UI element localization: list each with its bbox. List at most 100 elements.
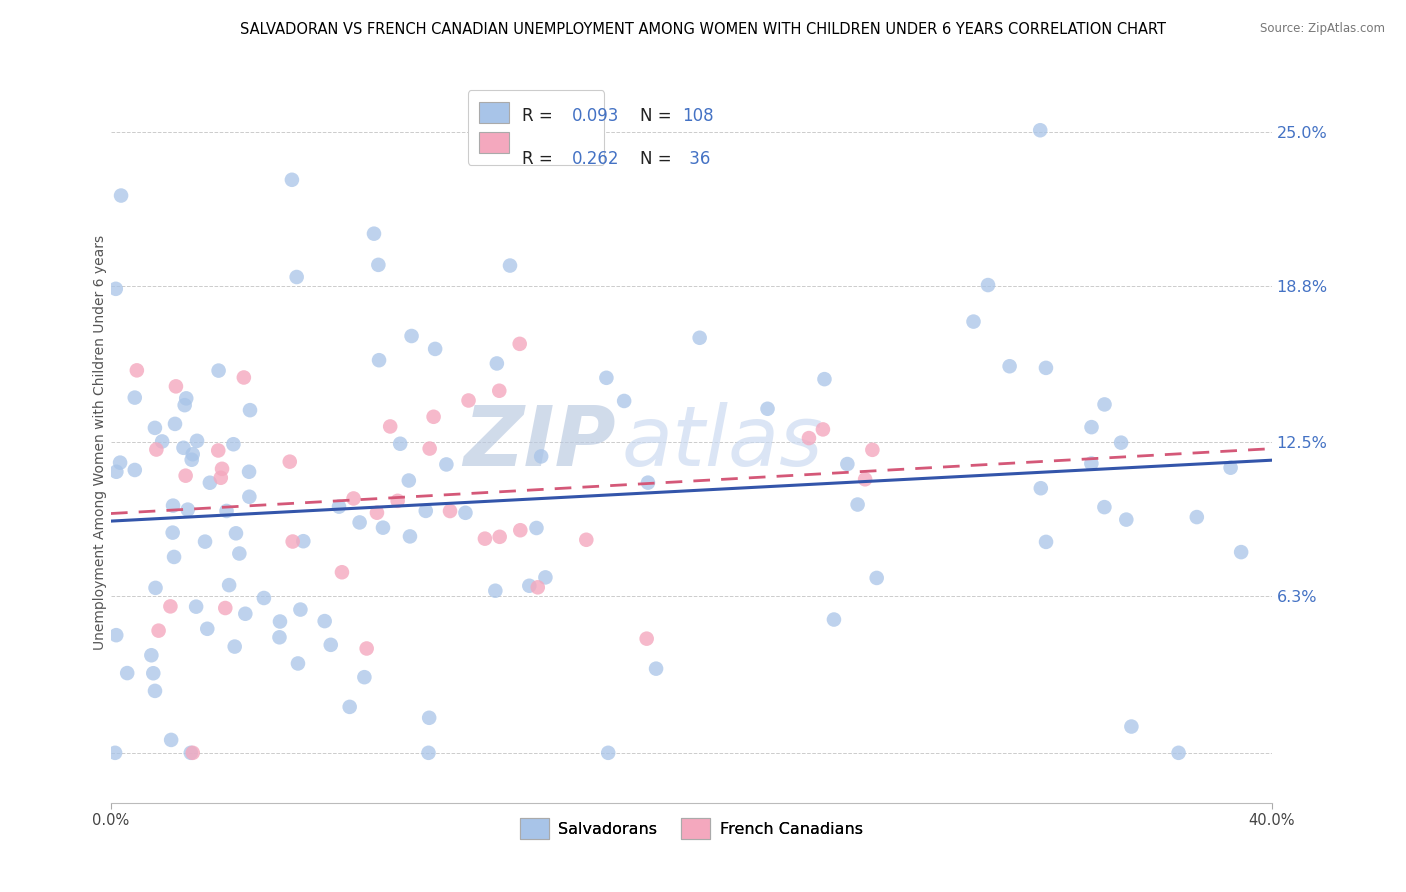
Point	[238, 465, 260, 479]
Point	[530, 450, 553, 464]
Point	[253, 591, 276, 605]
Point	[162, 525, 184, 540]
Point	[110, 188, 132, 202]
Point	[613, 394, 636, 409]
Point	[1115, 513, 1137, 527]
Point	[366, 506, 388, 520]
Point	[1080, 420, 1102, 434]
Point	[419, 442, 441, 456]
Point	[363, 227, 385, 241]
Point	[285, 270, 308, 285]
Point	[756, 401, 779, 416]
Point	[418, 746, 440, 760]
Point	[218, 578, 240, 592]
Point	[837, 457, 859, 471]
Point	[342, 491, 364, 506]
Point	[509, 336, 531, 351]
Point	[454, 506, 477, 520]
Point	[598, 746, 620, 760]
Point	[813, 372, 835, 386]
Point	[353, 670, 375, 684]
Point	[645, 662, 668, 676]
Point	[339, 699, 361, 714]
Point	[367, 258, 389, 272]
Point	[108, 456, 131, 470]
Point	[866, 571, 889, 585]
Point	[422, 409, 444, 424]
Point	[105, 465, 128, 479]
Point	[401, 329, 423, 343]
Point	[457, 393, 479, 408]
Point	[1092, 500, 1115, 515]
Point	[488, 384, 510, 398]
Point	[173, 398, 195, 412]
Point	[595, 371, 617, 385]
Point	[380, 419, 402, 434]
Point	[104, 746, 127, 760]
Point	[534, 570, 557, 584]
Point	[281, 534, 304, 549]
Point	[278, 455, 301, 469]
Y-axis label: Unemployment Among Women with Children Under 6 years: Unemployment Among Women with Children U…	[93, 235, 107, 649]
Point	[439, 504, 461, 518]
Point	[368, 353, 391, 368]
Point	[238, 490, 260, 504]
Text: N =: N =	[640, 151, 678, 169]
Point	[998, 359, 1021, 374]
Point	[319, 638, 342, 652]
Text: ZIP: ZIP	[463, 401, 616, 483]
Point	[174, 392, 197, 406]
Point	[474, 532, 496, 546]
Point	[1080, 457, 1102, 471]
Point	[1094, 397, 1116, 411]
Point	[517, 579, 540, 593]
Point	[211, 462, 233, 476]
Text: N =: N =	[640, 107, 678, 125]
Point	[526, 580, 548, 594]
Point	[389, 436, 412, 450]
Point	[180, 452, 202, 467]
Point	[225, 526, 247, 541]
Point	[160, 733, 183, 747]
Point	[314, 614, 336, 628]
Point	[159, 599, 181, 614]
Point	[1029, 481, 1052, 495]
Point	[142, 666, 165, 681]
Point	[145, 442, 167, 457]
Point	[215, 504, 238, 518]
Point	[165, 379, 187, 393]
Text: SALVADORAN VS FRENCH CANADIAN UNEMPLOYMENT AMONG WOMEN WITH CHILDREN UNDER 6 YEA: SALVADORAN VS FRENCH CANADIAN UNEMPLOYME…	[240, 22, 1166, 37]
Point	[860, 442, 883, 457]
Point	[148, 624, 170, 638]
Point	[269, 630, 291, 644]
Text: R =: R =	[522, 151, 558, 169]
Point	[418, 711, 440, 725]
Point	[181, 447, 204, 461]
Point	[194, 534, 217, 549]
Point	[423, 342, 446, 356]
Point	[853, 472, 876, 486]
Point	[398, 474, 420, 488]
Point	[239, 403, 262, 417]
Point	[371, 521, 394, 535]
Point	[228, 547, 250, 561]
Point	[145, 581, 167, 595]
Point	[575, 533, 598, 547]
Point	[287, 657, 309, 671]
Point	[150, 434, 173, 449]
Point	[415, 504, 437, 518]
Point	[689, 331, 711, 345]
Point	[330, 566, 353, 580]
Point	[637, 475, 659, 490]
Point	[232, 370, 254, 384]
Point	[526, 521, 548, 535]
Point	[281, 173, 304, 187]
Point	[1035, 535, 1057, 549]
Point	[163, 417, 186, 431]
Point	[233, 607, 256, 621]
Point	[124, 463, 146, 477]
Point	[173, 441, 195, 455]
Point	[143, 421, 166, 435]
Point	[434, 458, 457, 472]
Legend: Salvadorans, French Canadians: Salvadorans, French Canadians	[513, 812, 869, 845]
